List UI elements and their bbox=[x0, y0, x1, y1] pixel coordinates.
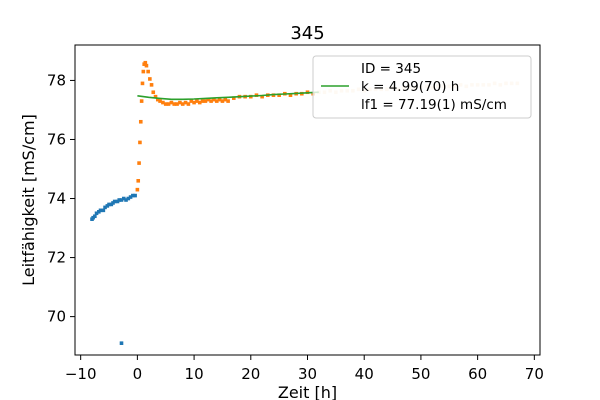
y-axis-label: Leitfähigkeit [mS/cm] bbox=[19, 114, 38, 286]
data-point bbox=[203, 99, 208, 103]
chart-title: 345 bbox=[290, 23, 324, 44]
x-tick-label: 70 bbox=[525, 365, 544, 383]
legend: ID = 345 k = 4.99(70) h lf1 = 77.19(1) mS/… bbox=[312, 55, 532, 119]
y-tick-label: 78 bbox=[47, 71, 66, 89]
data-point bbox=[137, 161, 141, 165]
series-1 bbox=[90, 193, 137, 345]
x-tick-label: 0 bbox=[133, 365, 143, 383]
data-point bbox=[107, 202, 111, 207]
x-tick-label: 40 bbox=[355, 365, 374, 383]
data-point bbox=[151, 90, 156, 95]
fit-line bbox=[137, 91, 319, 101]
data-point bbox=[94, 211, 99, 216]
legend-entry: k = 4.99(70) h bbox=[361, 79, 459, 95]
data-point bbox=[146, 69, 150, 74]
x-tick-label: 20 bbox=[241, 365, 260, 383]
data-point bbox=[133, 193, 137, 198]
data-point bbox=[200, 99, 205, 103]
data-point bbox=[117, 198, 122, 202]
x-tick-label: −10 bbox=[65, 365, 97, 383]
data-point bbox=[149, 83, 154, 87]
data-point bbox=[166, 102, 171, 106]
data-point bbox=[288, 93, 293, 97]
data-point bbox=[209, 99, 213, 103]
data-point bbox=[143, 60, 148, 65]
data-point bbox=[186, 102, 191, 106]
data-point bbox=[197, 100, 202, 105]
data-point bbox=[112, 199, 117, 204]
data-point bbox=[161, 100, 165, 105]
data-point bbox=[192, 100, 196, 105]
data-point bbox=[98, 208, 103, 213]
data-point bbox=[172, 102, 177, 106]
data-point bbox=[195, 99, 199, 103]
data-point bbox=[220, 99, 225, 103]
data-point bbox=[217, 97, 222, 102]
data-point bbox=[119, 198, 124, 202]
x-tick-label: 50 bbox=[411, 365, 430, 383]
y-tick-label: 76 bbox=[47, 130, 66, 148]
data-point bbox=[119, 341, 124, 345]
data-point bbox=[121, 196, 126, 201]
data-point bbox=[144, 63, 149, 68]
data-point bbox=[138, 140, 142, 145]
data-point bbox=[135, 187, 140, 192]
data-point bbox=[140, 81, 145, 86]
data-point bbox=[175, 102, 179, 106]
data-point bbox=[139, 99, 144, 103]
data-point bbox=[103, 205, 107, 210]
x-tick-label: 60 bbox=[468, 365, 487, 383]
data-point bbox=[128, 195, 133, 199]
data-point bbox=[136, 179, 141, 183]
y-tick-label: 72 bbox=[47, 249, 66, 267]
data-point bbox=[223, 97, 228, 102]
data-point bbox=[226, 99, 230, 103]
data-point bbox=[214, 99, 219, 103]
data-point bbox=[260, 94, 264, 99]
x-tick-label: 30 bbox=[298, 365, 317, 383]
data-point bbox=[231, 96, 236, 100]
legend-entry: lf1 = 77.19(1) mS/cm bbox=[361, 97, 507, 113]
data-point bbox=[124, 198, 128, 202]
data-point bbox=[189, 99, 194, 103]
data-point bbox=[158, 99, 162, 103]
data-point bbox=[101, 208, 106, 213]
y-tick-label: 70 bbox=[47, 308, 66, 326]
data-point bbox=[212, 97, 216, 102]
data-point bbox=[141, 69, 146, 74]
data-point bbox=[93, 214, 97, 219]
data-point bbox=[138, 119, 143, 124]
y-tick-label: 74 bbox=[47, 190, 66, 208]
data-point bbox=[178, 100, 182, 105]
data-point bbox=[183, 100, 188, 105]
data-point bbox=[148, 77, 152, 81]
x-axis-label: Zeit [h] bbox=[278, 383, 337, 400]
data-point bbox=[126, 196, 131, 201]
data-point bbox=[180, 102, 185, 106]
data-point bbox=[206, 97, 211, 102]
x-tick-label: 10 bbox=[185, 365, 204, 383]
data-point bbox=[169, 100, 174, 105]
legend-entry: ID = 345 bbox=[361, 61, 421, 77]
data-point bbox=[163, 102, 168, 106]
data-point bbox=[277, 93, 281, 97]
data-point bbox=[155, 97, 160, 102]
axes: −10 0 10 20 30 40 50 60 70 70 72 74 76 78 bbox=[47, 44, 544, 383]
series-2 bbox=[135, 60, 315, 192]
legend-box bbox=[312, 55, 532, 119]
data-point bbox=[153, 94, 158, 99]
data-point bbox=[131, 193, 135, 198]
